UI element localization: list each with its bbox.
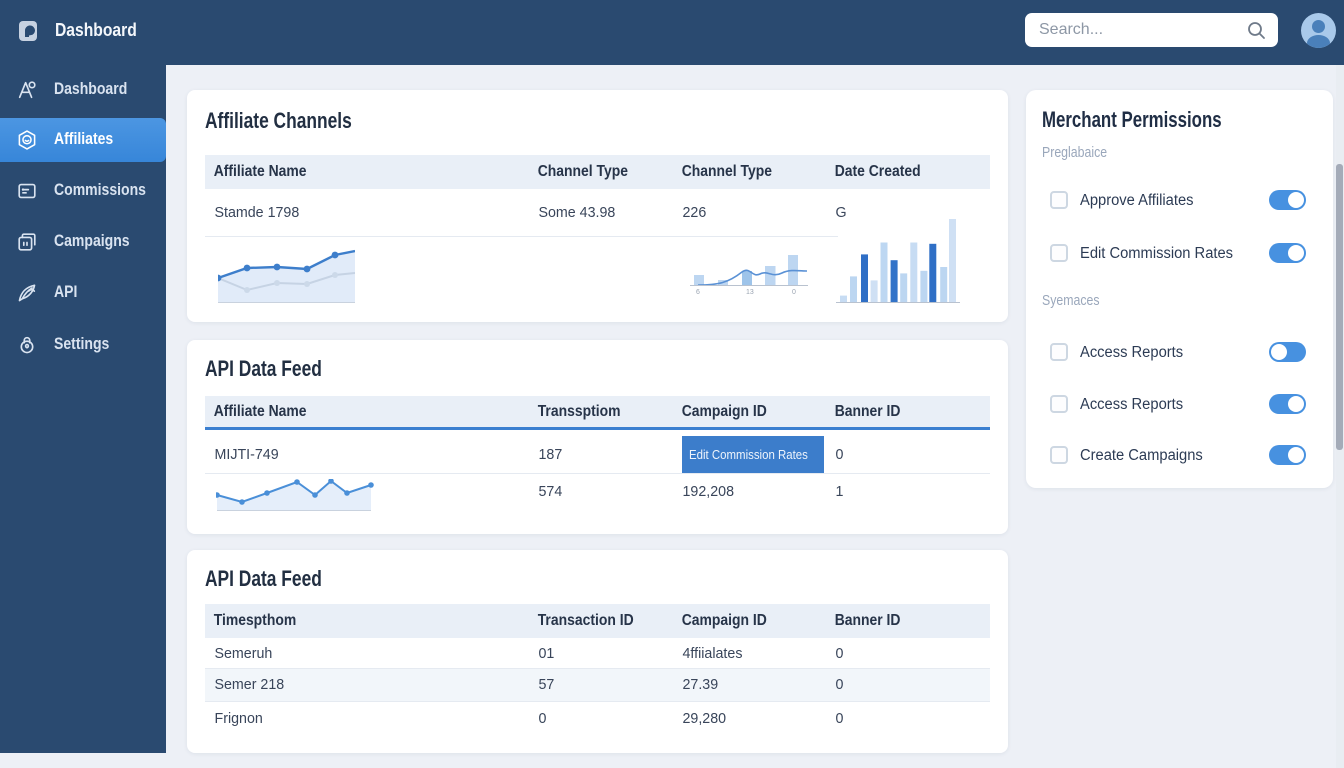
svg-text:13: 13: [746, 289, 754, 296]
svg-text:6: 6: [696, 289, 700, 296]
svg-text:0: 0: [792, 289, 796, 296]
